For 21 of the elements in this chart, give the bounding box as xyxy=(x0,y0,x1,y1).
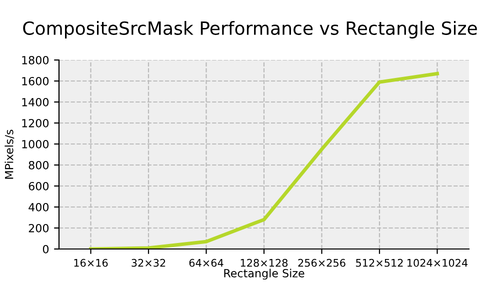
x-tick-label: 512×512 xyxy=(356,258,403,267)
x-tick-label: 1024×1024 xyxy=(408,258,468,267)
x-axis-title: Rectangle Size xyxy=(224,268,304,280)
line-series xyxy=(89,72,439,249)
y-tick-label: 600 xyxy=(28,182,49,190)
y-tick-label: 200 xyxy=(28,224,49,232)
y-tick-label: 1600 xyxy=(22,76,49,86)
y-tick-label: 0 xyxy=(42,244,49,254)
y-tick-label: 400 xyxy=(28,202,49,212)
x-tick-label: 32×32 xyxy=(132,258,166,267)
x-tick-label: 64×64 xyxy=(189,258,224,267)
x-tick-label: 128×128 xyxy=(240,258,288,267)
y-tick-label: 1800 xyxy=(22,56,49,64)
chart-title: CompositeSrcMask Performance vs Rectangle Size xyxy=(23,21,477,38)
x-tick-label: 16×16 xyxy=(74,258,108,267)
y-tick-label: 800 xyxy=(28,160,49,170)
y-axis-title: MPixels/s xyxy=(4,130,14,179)
y-tick-label: 1400 xyxy=(22,98,49,106)
y-tick-label: 1200 xyxy=(22,118,49,128)
y-tick-label: 1000 xyxy=(22,140,49,148)
x-tick-label: 256×256 xyxy=(298,258,346,267)
